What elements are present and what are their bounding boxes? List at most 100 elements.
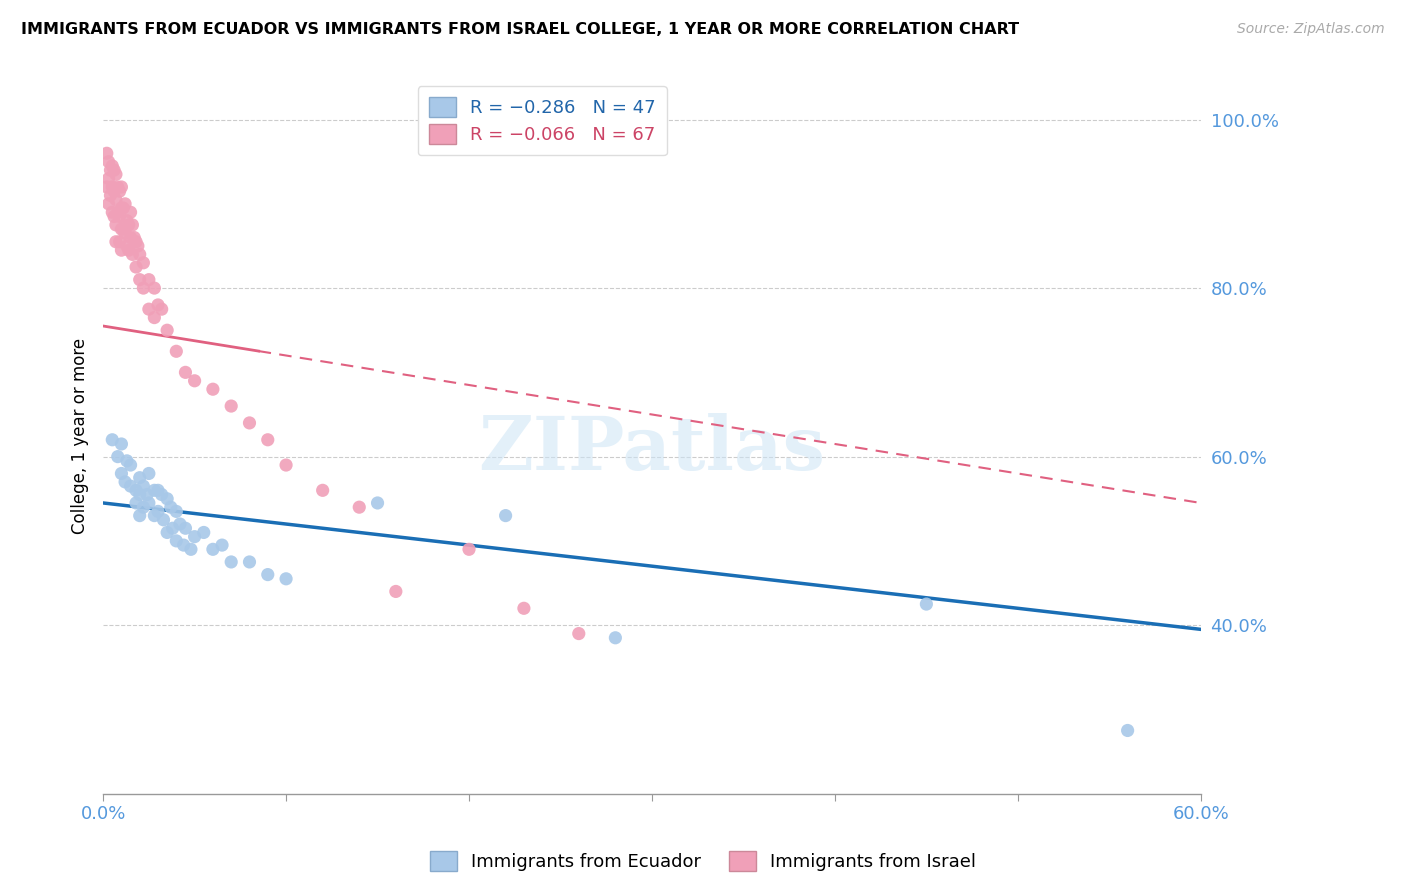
Point: [108, 210, 131, 224]
Point: [110, 201, 132, 215]
Point: [128, 273, 150, 287]
Point: [118, 243, 141, 257]
Point: [132, 500, 155, 515]
Point: [104, 218, 127, 232]
Point: [201, 382, 224, 396]
Point: [115, 454, 138, 468]
Point: [138, 302, 160, 317]
Point: [115, 213, 138, 227]
Point: [110, 222, 132, 236]
Point: [108, 184, 131, 198]
Point: [100, 163, 122, 178]
Point: [118, 218, 141, 232]
Point: [115, 239, 138, 253]
Point: [120, 479, 142, 493]
Point: [146, 483, 169, 498]
Point: [183, 374, 205, 388]
Point: [132, 281, 155, 295]
Point: [238, 555, 260, 569]
Point: [915, 597, 938, 611]
Point: [120, 230, 142, 244]
Point: [103, 210, 125, 224]
Point: [238, 416, 260, 430]
Legend: Immigrants from Ecuador, Immigrants from Israel: Immigrants from Ecuador, Immigrants from…: [423, 844, 983, 879]
Point: [495, 508, 517, 523]
Point: [122, 230, 145, 244]
Point: [256, 567, 278, 582]
Legend: R = −0.286   N = 47, R = −0.066   N = 67: R = −0.286 N = 47, R = −0.066 N = 67: [418, 87, 666, 155]
Point: [121, 247, 143, 261]
Point: [107, 205, 129, 219]
Point: [114, 227, 136, 241]
Point: [125, 483, 148, 498]
Point: [169, 516, 191, 531]
Y-axis label: College, 1 year or more: College, 1 year or more: [72, 337, 89, 533]
Point: [104, 193, 127, 207]
Point: [112, 222, 135, 236]
Point: [152, 513, 174, 527]
Point: [256, 433, 278, 447]
Point: [180, 542, 202, 557]
Point: [132, 256, 155, 270]
Text: ZIPatlas: ZIPatlas: [478, 413, 825, 486]
Point: [367, 496, 389, 510]
Point: [568, 626, 591, 640]
Point: [120, 205, 142, 219]
Text: IMMIGRANTS FROM ECUADOR VS IMMIGRANTS FROM ISRAEL COLLEGE, 1 YEAR OR MORE CORREL: IMMIGRANTS FROM ECUADOR VS IMMIGRANTS FR…: [21, 22, 1019, 37]
Point: [211, 538, 233, 552]
Point: [385, 584, 408, 599]
Point: [125, 235, 148, 249]
Point: [136, 487, 159, 501]
Point: [513, 601, 536, 615]
Point: [458, 542, 481, 557]
Point: [97, 171, 120, 186]
Point: [143, 281, 166, 295]
Point: [112, 201, 135, 215]
Point: [201, 542, 224, 557]
Point: [274, 458, 297, 472]
Point: [311, 483, 333, 498]
Point: [100, 188, 122, 202]
Point: [219, 555, 242, 569]
Point: [96, 146, 118, 161]
Point: [146, 504, 169, 518]
Point: [605, 631, 627, 645]
Point: [125, 260, 148, 274]
Point: [165, 533, 187, 548]
Point: [159, 500, 181, 515]
Point: [146, 298, 169, 312]
Point: [156, 323, 179, 337]
Point: [274, 572, 297, 586]
Point: [110, 467, 132, 481]
Point: [128, 508, 150, 523]
Text: Source: ZipAtlas.com: Source: ZipAtlas.com: [1237, 22, 1385, 37]
Point: [128, 487, 150, 501]
Point: [193, 525, 215, 540]
Point: [143, 508, 166, 523]
Point: [183, 530, 205, 544]
Point: [156, 491, 179, 506]
Point: [174, 365, 197, 379]
Point: [125, 496, 148, 510]
Point: [138, 467, 160, 481]
Point: [101, 433, 124, 447]
Point: [101, 205, 124, 219]
Point: [107, 180, 129, 194]
Point: [138, 273, 160, 287]
Point: [138, 496, 160, 510]
Point: [162, 521, 184, 535]
Point: [114, 475, 136, 489]
Point: [103, 163, 125, 178]
Point: [108, 235, 131, 249]
Point: [349, 500, 371, 515]
Point: [107, 450, 129, 464]
Point: [97, 197, 120, 211]
Point: [110, 180, 132, 194]
Point: [110, 243, 132, 257]
Point: [165, 504, 187, 518]
Point: [1116, 723, 1139, 738]
Point: [104, 235, 127, 249]
Point: [165, 344, 187, 359]
Point: [128, 247, 150, 261]
Point: [143, 310, 166, 325]
